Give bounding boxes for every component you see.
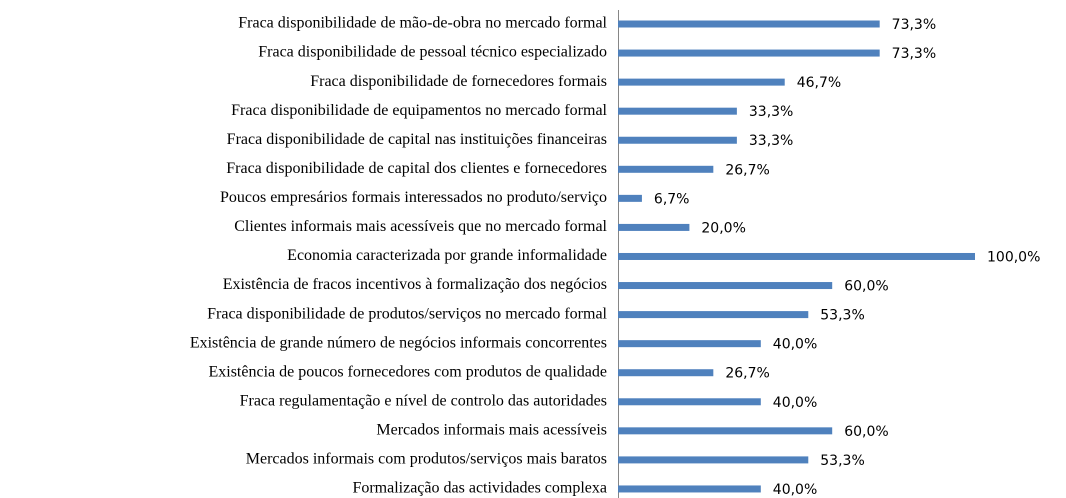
value-label: 100,0% [987,249,1040,265]
value-label: 46,7% [797,75,841,91]
value-label: 20,0% [701,220,745,236]
value-label: 26,7% [725,366,769,382]
bar [618,107,737,115]
value-label: 6,7% [654,191,690,207]
value-label: 40,0% [773,482,817,498]
bar [618,398,761,406]
value-label: 73,3% [892,17,936,33]
bar [618,78,785,86]
value-label: 33,3% [749,104,793,120]
category-label: Fraca disponibilidade de equipamentos no… [231,102,607,119]
category-label: Fraca disponibilidade de capital nas ins… [227,131,607,148]
category-label: Existência de fracos incentivos à formal… [223,276,607,293]
bar [618,165,714,173]
bar [618,340,761,348]
category-label: Mercados informais com produtos/serviços… [246,451,607,468]
bar [618,485,761,493]
bar [618,311,809,319]
bar [618,252,975,260]
category-label: Formalização das actividades complexa [352,480,607,497]
category-label: Economia caracterizada por grande inform… [287,247,607,264]
value-label: 53,3% [820,308,864,324]
category-label: Fraca disponibilidade de mão-de-obra no … [238,15,607,32]
bar [618,369,714,377]
category-label: Fraca disponibilidade de pessoal técnico… [258,44,607,61]
category-label: Fraca disponibilidade de capital dos cli… [226,160,607,177]
value-label: 60,0% [844,424,888,440]
category-label: Fraca disponibilidade de fornecedores fo… [310,73,607,90]
bar [618,49,880,57]
category-label: Mercados informais mais acessíveis [376,422,607,439]
category-label: Fraca regulamentação e nível de controlo… [240,392,607,409]
category-label: Existência de grande número de negócios … [190,334,607,351]
category-label: Clientes informais mais acessíveis que n… [234,218,607,235]
value-label: 73,3% [892,46,936,62]
value-label: 40,0% [773,337,817,353]
bar [618,282,833,290]
category-label: Existência de poucos fornecedores com pr… [208,363,607,380]
value-label: 53,3% [820,453,864,469]
value-label: 60,0% [844,279,888,295]
bar [618,456,809,464]
bar [618,194,642,202]
value-label: 40,0% [773,395,817,411]
category-label: Poucos empresários formais interessados … [220,189,607,206]
category-label: Fraca disponibilidade de produtos/serviç… [207,305,607,322]
bar [618,20,880,28]
value-label: 33,3% [749,133,793,149]
bar [618,427,833,435]
bar [618,223,690,231]
value-label: 26,7% [725,162,769,178]
bar [618,136,737,144]
